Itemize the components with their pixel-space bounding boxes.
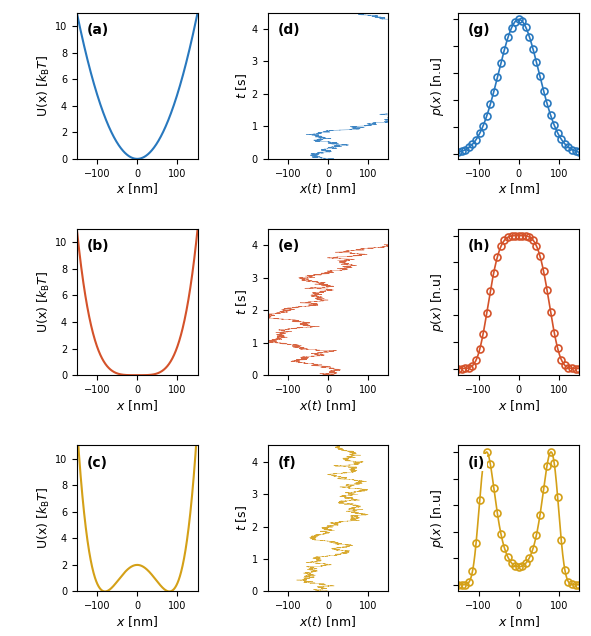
Y-axis label: $t$ [s]: $t$ [s] bbox=[234, 506, 249, 532]
Y-axis label: $p(x)$ [n.u]: $p(x)$ [n.u] bbox=[429, 272, 446, 332]
X-axis label: $x$ [nm]: $x$ [nm] bbox=[116, 181, 158, 197]
X-axis label: $x$ [nm]: $x$ [nm] bbox=[498, 181, 540, 197]
Text: (f): (f) bbox=[277, 455, 296, 469]
Y-axis label: $t$ [s]: $t$ [s] bbox=[234, 289, 249, 315]
Text: (c): (c) bbox=[86, 455, 108, 469]
Text: (i): (i) bbox=[468, 455, 485, 469]
X-axis label: $x(t)$ [nm]: $x(t)$ [nm] bbox=[300, 181, 356, 197]
X-axis label: $x(t)$ [nm]: $x(t)$ [nm] bbox=[300, 614, 356, 629]
X-axis label: $x$ [nm]: $x$ [nm] bbox=[116, 398, 158, 413]
Y-axis label: $p(x)$ [n.u]: $p(x)$ [n.u] bbox=[429, 56, 446, 116]
Text: (e): (e) bbox=[277, 239, 300, 253]
Text: (g): (g) bbox=[468, 23, 491, 37]
Y-axis label: U(x) $[k_\mathrm{B}T]$: U(x) $[k_\mathrm{B}T]$ bbox=[36, 271, 52, 333]
X-axis label: $x$ [nm]: $x$ [nm] bbox=[116, 614, 158, 629]
Y-axis label: U(x) $[k_\mathrm{B}T]$: U(x) $[k_\mathrm{B}T]$ bbox=[36, 487, 52, 550]
Text: (a): (a) bbox=[86, 23, 109, 37]
Text: (d): (d) bbox=[277, 23, 300, 37]
X-axis label: $x$ [nm]: $x$ [nm] bbox=[498, 614, 540, 629]
Text: (h): (h) bbox=[468, 239, 491, 253]
X-axis label: $x(t)$ [nm]: $x(t)$ [nm] bbox=[300, 398, 356, 413]
Text: (b): (b) bbox=[86, 239, 109, 253]
X-axis label: $x$ [nm]: $x$ [nm] bbox=[498, 398, 540, 413]
Y-axis label: $p(x)$ [n.u]: $p(x)$ [n.u] bbox=[429, 488, 446, 548]
Y-axis label: U(x) $[k_\mathrm{B}T]$: U(x) $[k_\mathrm{B}T]$ bbox=[36, 55, 52, 117]
Y-axis label: $t$ [s]: $t$ [s] bbox=[234, 73, 249, 99]
